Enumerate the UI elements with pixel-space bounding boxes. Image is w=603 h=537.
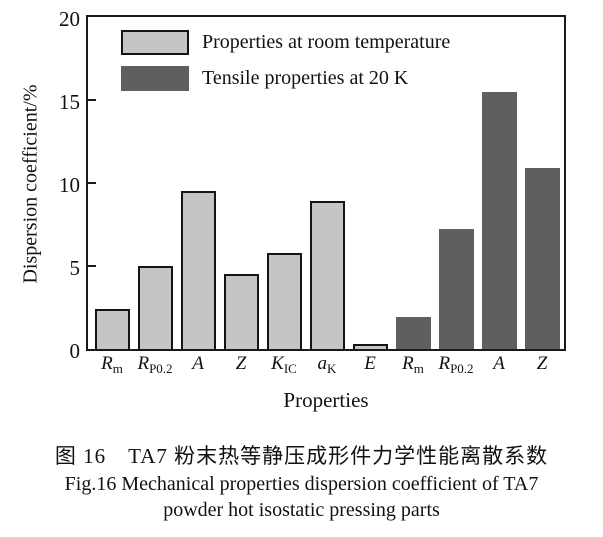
bar-KIC-room — [266, 252, 302, 349]
x-tick-label: Z — [235, 353, 247, 374]
bar-A-cryo — [481, 91, 517, 349]
bar-Rm-room — [94, 309, 130, 349]
y-tick-label: 10 — [59, 173, 80, 197]
legend-swatch-room-icon — [121, 30, 189, 55]
y-tick-mark — [88, 99, 96, 101]
bar-RP0.2-cryo — [438, 229, 474, 349]
y-tick-label: 15 — [59, 90, 80, 114]
plot-area: Properties at room temperature Tensile p… — [86, 15, 566, 351]
legend-row-room: Properties at room temperature — [121, 30, 450, 55]
bar-RP0.2-room — [137, 266, 173, 349]
y-tick-mark — [88, 182, 96, 184]
bar-aK-room — [309, 201, 345, 349]
x-tick-label: E — [364, 353, 376, 374]
legend-row-cryo: Tensile properties at 20 K — [121, 66, 450, 91]
bar-E-room — [352, 344, 388, 349]
plot-inner — [88, 17, 564, 349]
x-tick-label: Z — [536, 353, 548, 374]
x-tick-label: aK — [317, 353, 337, 376]
legend-label-cryo: Tensile properties at 20 K — [202, 67, 409, 89]
y-tick-label: 5 — [69, 256, 81, 280]
x-tick-label: A — [493, 353, 505, 374]
y-tick-mark — [88, 265, 96, 267]
caption-english-line1: Fig.16 Mechanical properties dispersion … — [64, 473, 539, 495]
y-tick-label: 20 — [59, 7, 80, 31]
legend: Properties at room temperature Tensile p… — [121, 30, 450, 102]
y-tick-label: 0 — [69, 339, 81, 363]
x-tick-label: RP0.2 — [137, 353, 173, 376]
x-axis-title: Properties — [283, 388, 369, 412]
x-tick-label: A — [192, 353, 204, 374]
bar-Rm-cryo — [395, 317, 431, 349]
x-tick-label: Rm — [101, 353, 123, 376]
legend-swatch-cryo-icon — [121, 66, 189, 91]
bar-Z-room — [223, 274, 259, 349]
caption-english-line2: powder hot isostatic pressing parts — [163, 499, 440, 521]
x-tick-labels: Rm RP0.2 A Z KIC aK E Rm RP0.2 A Z — [86, 354, 566, 382]
legend-label-room: Properties at room temperature — [202, 31, 451, 53]
x-tick-label: RP0.2 — [438, 353, 474, 376]
caption-chinese: 图 16 TA7 粉末热等静压成形件力学性能离散系数 — [54, 444, 549, 468]
x-tick-label: Rm — [402, 353, 424, 376]
bar-A-room — [180, 191, 216, 349]
bar-Z-cryo — [524, 168, 560, 349]
x-tick-label: KIC — [271, 353, 297, 376]
